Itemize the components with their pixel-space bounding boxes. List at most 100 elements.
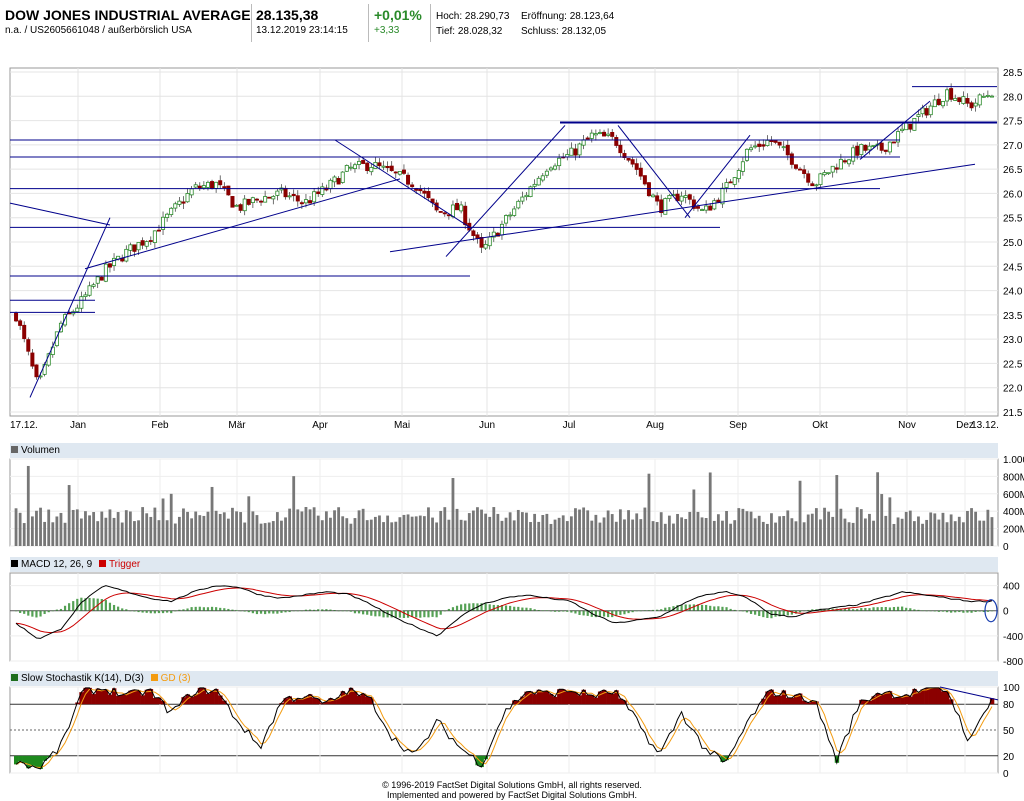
volume-bar <box>300 511 303 546</box>
macd-histogram-bar <box>39 611 41 617</box>
volume-bar <box>456 509 459 546</box>
candle-body <box>725 183 728 188</box>
candle-body <box>615 137 618 145</box>
price-y-tick: 22.5 <box>1003 359 1023 370</box>
volume-bar <box>880 494 883 546</box>
candle-body <box>174 204 177 208</box>
volume-bar <box>64 523 67 546</box>
volume-bar <box>537 522 540 546</box>
macd-histogram-bar <box>721 607 723 611</box>
candle-body <box>251 198 254 203</box>
candle-body <box>406 175 409 184</box>
volume-bar <box>533 514 536 546</box>
macd-histogram-bar <box>174 611 176 612</box>
volume-bar <box>464 521 467 546</box>
stoch-overbought-fill <box>210 691 214 704</box>
macd-histogram-bar <box>23 611 25 614</box>
macd-histogram-bar <box>885 607 887 611</box>
candle-body <box>268 197 271 198</box>
volume-bar <box>23 523 26 546</box>
macd-histogram-bar <box>362 611 364 615</box>
volume-bar <box>141 507 144 546</box>
candle-body <box>901 129 904 130</box>
volume-bar <box>276 512 279 546</box>
candle-body <box>647 183 650 196</box>
volume-bar <box>362 509 365 546</box>
candle-body <box>864 145 867 150</box>
volume-bar <box>27 466 30 546</box>
candle-body <box>394 172 397 173</box>
volume-bar <box>358 510 361 546</box>
macd-histogram-bar <box>431 611 433 617</box>
volume-bar <box>403 515 406 546</box>
stoch-overbought-fill <box>578 695 582 704</box>
candle-body <box>786 145 789 155</box>
macd-histogram-bar <box>268 611 270 614</box>
candle-body <box>235 205 238 206</box>
macd-histogram-bar <box>725 607 727 611</box>
candle-body <box>598 133 601 134</box>
macd-histogram-bar <box>913 609 915 610</box>
macd-histogram-bar <box>493 605 495 611</box>
price-x-tick: Jan <box>70 420 86 431</box>
macd-histogram-bar <box>235 610 237 611</box>
candle-body <box>705 206 708 210</box>
candle-body <box>925 109 928 116</box>
trigger-swatch-icon <box>99 560 106 567</box>
stoch-panel-title: Slow Stochastik K(14), D(3) GD (3) <box>11 673 191 684</box>
macd-histogram-bar <box>926 611 928 612</box>
macd-histogram-bar <box>109 603 111 611</box>
macd-histogram-bar <box>897 607 899 611</box>
macd-histogram-bar <box>558 611 560 612</box>
candle-body <box>823 172 826 174</box>
stoch-overbought-fill <box>790 698 794 704</box>
macd-histogram-bar <box>297 611 299 612</box>
candle-body <box>917 115 920 117</box>
price-y-tick: 24.0 <box>1003 287 1023 298</box>
macd-histogram-bar <box>366 611 368 615</box>
macd-histogram-bar <box>129 611 131 612</box>
volume-y-tick: 0 <box>1003 542 1009 553</box>
stoch-oversold-fill <box>18 756 22 761</box>
volume-bar <box>770 513 773 546</box>
candle-body <box>202 186 205 188</box>
candle-body <box>484 244 487 248</box>
macd-histogram-bar <box>599 611 601 617</box>
candle-body <box>443 213 446 214</box>
candle-body <box>970 103 973 108</box>
candle-body <box>872 145 875 146</box>
candle-body <box>194 185 197 187</box>
volume-bar <box>737 508 740 546</box>
macd-histogram-bar <box>583 611 585 616</box>
macd-histogram-bar <box>342 611 344 612</box>
candle-body <box>635 164 638 170</box>
candle-body <box>578 144 581 155</box>
candle-body <box>574 149 577 155</box>
volume-bar <box>496 514 499 546</box>
volume-bar <box>872 521 875 546</box>
macd-histogram-bar <box>762 611 764 617</box>
macd-histogram-bar <box>632 611 634 612</box>
macd-histogram-bar <box>15 611 17 612</box>
volume-bar <box>917 516 920 546</box>
macd-histogram-bar <box>207 607 209 610</box>
candle-body <box>909 124 912 129</box>
candle-body <box>798 169 801 170</box>
candle-body <box>619 145 622 152</box>
volume-bar <box>545 514 548 546</box>
macd-histogram-bar <box>293 611 295 612</box>
price-y-tick: 23.5 <box>1003 311 1023 322</box>
stoch-overbought-fill <box>774 696 778 704</box>
volume-bar <box>521 512 524 546</box>
price-x-tick: Apr <box>312 420 328 431</box>
volume-bar <box>149 517 152 546</box>
stoch-overbought-fill <box>141 695 145 704</box>
macd-histogram-bar <box>31 611 33 617</box>
volume-bar <box>648 474 651 546</box>
volume-bar <box>790 518 793 546</box>
volume-bar <box>288 509 291 546</box>
stoch-overbought-fill <box>569 692 573 705</box>
volume-bar <box>243 523 246 546</box>
volume-bar <box>170 494 173 546</box>
volume-bar <box>525 513 528 546</box>
